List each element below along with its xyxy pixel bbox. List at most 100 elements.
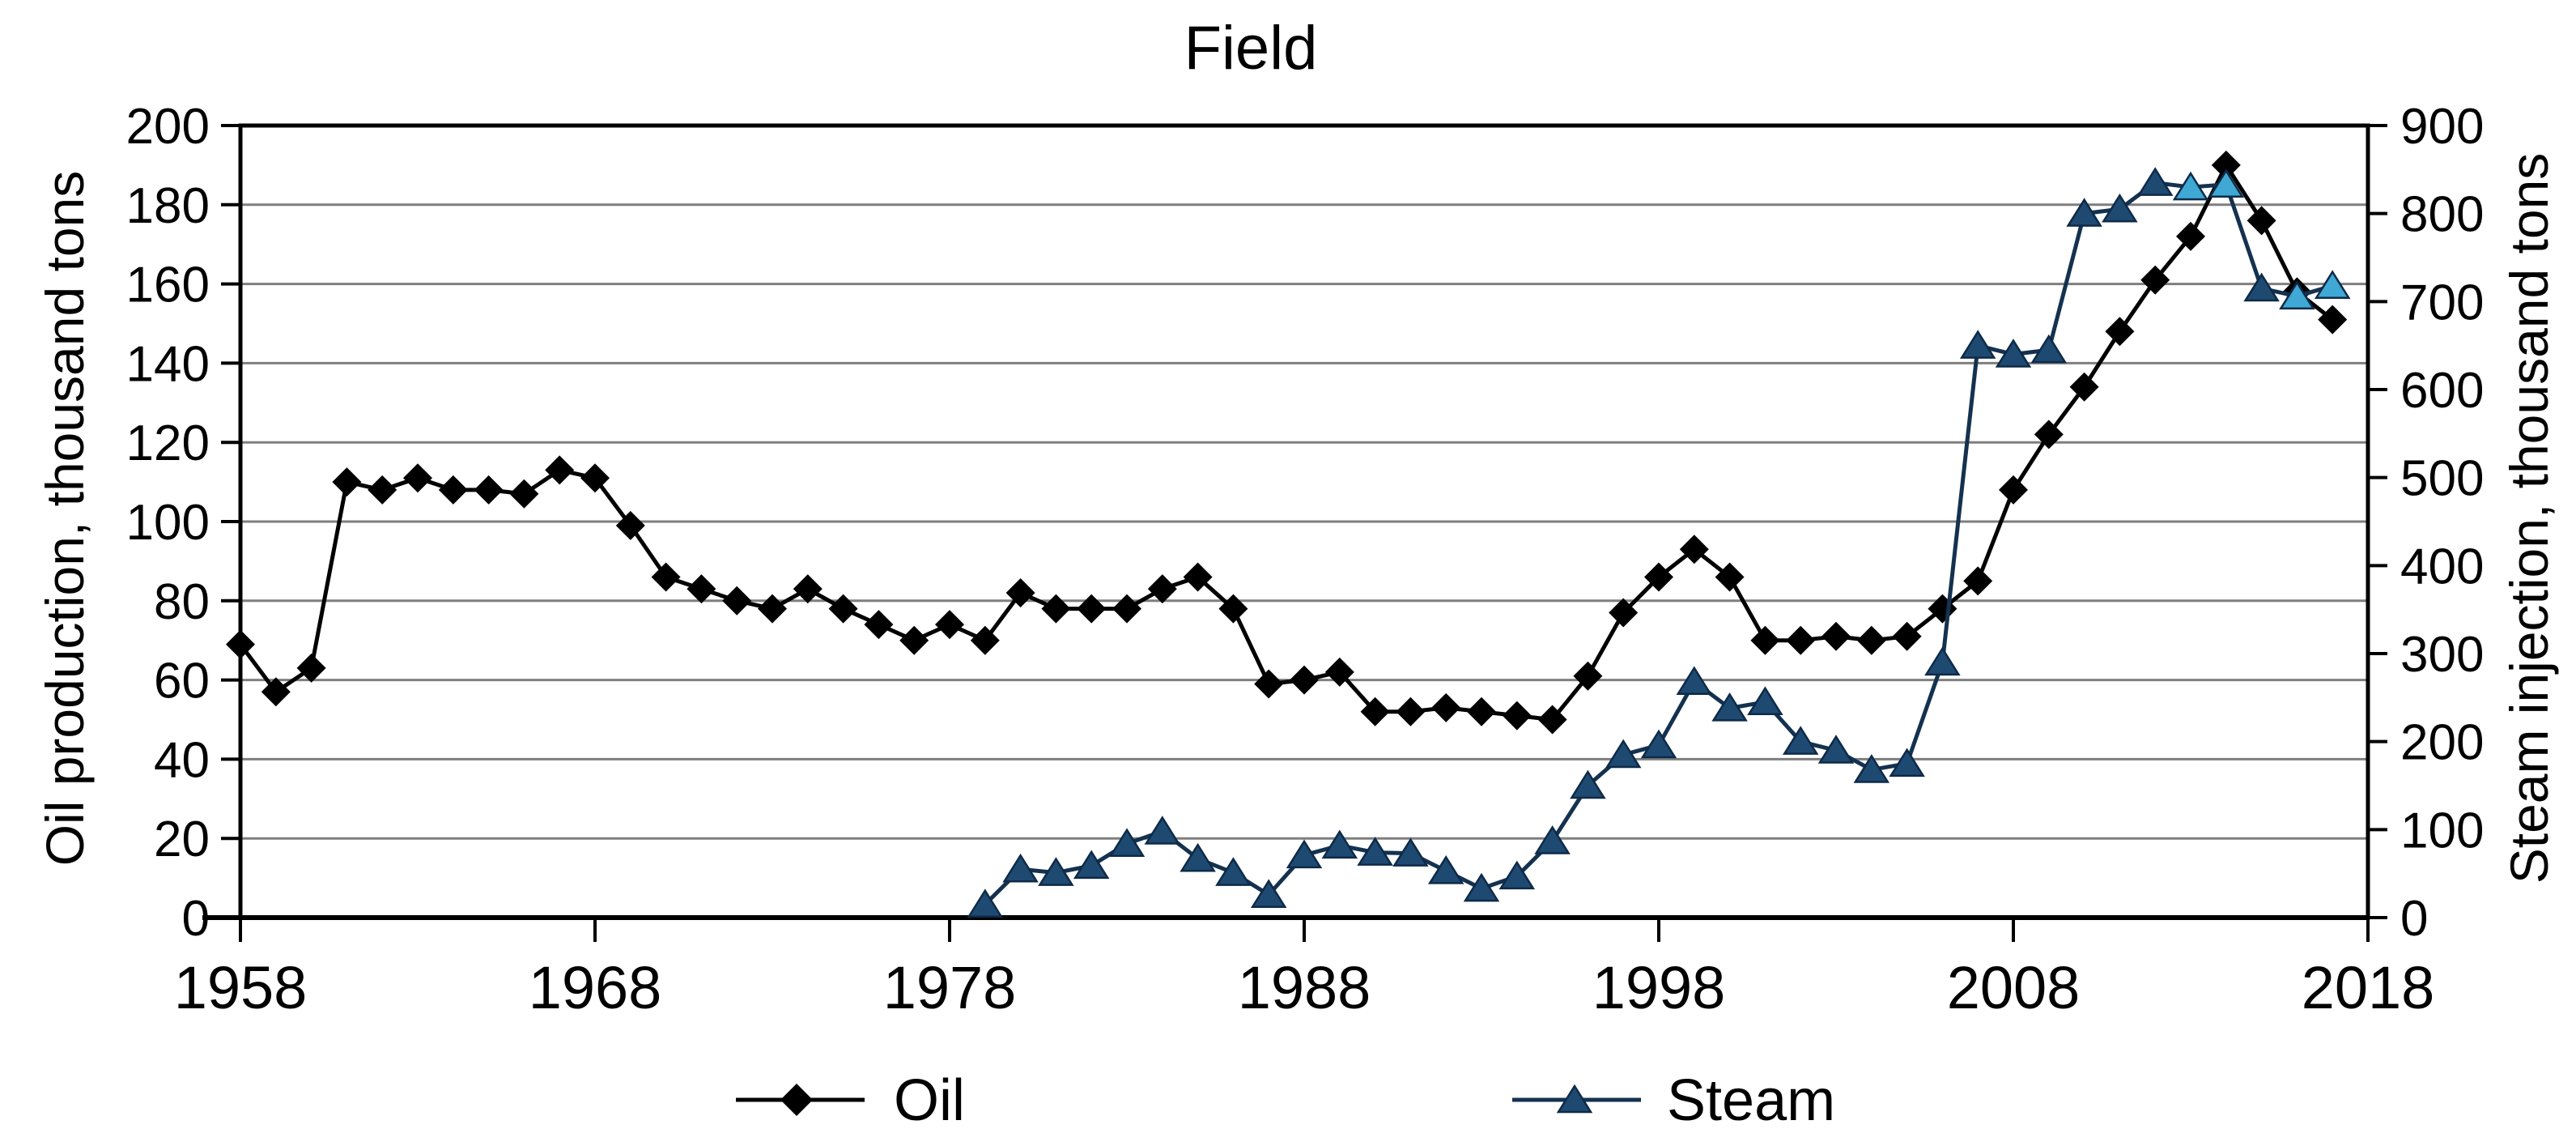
steam-marker bbox=[1463, 872, 1500, 902]
steam-marker bbox=[1676, 666, 1713, 696]
y-right-tick-label: 700 bbox=[2400, 275, 2484, 330]
y-left-tick-label: 180 bbox=[126, 178, 210, 234]
oil-marker bbox=[1077, 594, 1107, 624]
steam-marker bbox=[1711, 692, 1748, 722]
left-axis-title: Oil production, thousand tons bbox=[35, 170, 95, 867]
steam-marker bbox=[1002, 853, 1039, 883]
y-left-tick-label: 20 bbox=[154, 812, 210, 867]
steam-marker bbox=[2243, 272, 2280, 302]
oil-marker bbox=[1254, 669, 1284, 699]
y-left-tick-label: 120 bbox=[126, 415, 210, 471]
oil-marker bbox=[438, 475, 468, 505]
oil-marker bbox=[296, 653, 326, 683]
oil-marker bbox=[1396, 697, 1426, 726]
oil-marker bbox=[226, 629, 255, 659]
legend-item-steam: Steam bbox=[1512, 1068, 1835, 1133]
oil-marker bbox=[1147, 574, 1177, 604]
steam-marker bbox=[1073, 850, 1110, 880]
oil-marker bbox=[474, 475, 504, 505]
oil-marker bbox=[651, 562, 681, 592]
oil-marker bbox=[758, 594, 787, 624]
oil-marker bbox=[2211, 150, 2241, 180]
y-left-tick-label: 160 bbox=[126, 258, 210, 313]
y-left-tick-label: 60 bbox=[154, 654, 210, 709]
y-right-tick-label: 800 bbox=[2400, 187, 2484, 243]
x-tick-label: 1998 bbox=[1592, 954, 1726, 1021]
steam-marker bbox=[967, 888, 1004, 918]
x-tick-label: 2018 bbox=[2302, 954, 2435, 1021]
oil-marker bbox=[1786, 625, 1816, 655]
steam-marker bbox=[1498, 860, 1536, 890]
oil-marker bbox=[935, 610, 964, 640]
oil-marker bbox=[1679, 535, 1709, 564]
y-right-tick-label: 200 bbox=[2400, 715, 2484, 771]
legend-steam-label: Steam bbox=[1667, 1068, 1835, 1133]
oil-marker bbox=[1112, 594, 1141, 624]
oil-marker bbox=[864, 610, 894, 640]
oil-marker bbox=[1360, 697, 1390, 726]
steam-marker bbox=[2030, 334, 2068, 364]
y-left-tick-label: 80 bbox=[154, 574, 210, 630]
steam-marker bbox=[1108, 828, 1146, 857]
y-right-tick-label: 0 bbox=[2400, 891, 2428, 947]
oil-marker bbox=[687, 574, 716, 604]
oil-marker bbox=[1502, 701, 1532, 731]
steam-marker bbox=[2172, 171, 2209, 201]
oil-marker bbox=[1821, 621, 1851, 651]
oil-marker bbox=[332, 467, 362, 497]
x-tick-labels: 1958 1968 1978 1988 1998 2008 2018 bbox=[174, 954, 2435, 1021]
steam-marker bbox=[2102, 193, 2138, 223]
oil-marker bbox=[403, 463, 432, 493]
chart-title: Field bbox=[1184, 14, 1318, 83]
oil-marker bbox=[1218, 594, 1248, 624]
oil-marker bbox=[1005, 578, 1035, 608]
oil-marker bbox=[1892, 621, 1922, 651]
oil-marker bbox=[1715, 562, 1745, 592]
steam-marker bbox=[1038, 857, 1074, 886]
steam-marker bbox=[1889, 748, 1925, 777]
x-tick-label: 1978 bbox=[883, 954, 1017, 1021]
oil-marker bbox=[899, 625, 929, 655]
oil-marker bbox=[1041, 594, 1071, 624]
oil-marker bbox=[2034, 420, 2064, 449]
y-left-tick-labels: 0 20 40 60 80 100 120 140 160 180 200 bbox=[126, 99, 210, 947]
steam-marker bbox=[2314, 270, 2351, 300]
oil-marker bbox=[1290, 665, 1319, 695]
steam-marker bbox=[1640, 729, 1677, 759]
x-tick-label: 1988 bbox=[1238, 954, 1371, 1021]
steam-marker bbox=[1321, 829, 1358, 859]
legend-steam-marker bbox=[1556, 1084, 1593, 1114]
legend-oil-marker bbox=[780, 1084, 813, 1116]
oil-marker bbox=[2140, 265, 2170, 295]
oil-marker bbox=[2318, 305, 2348, 334]
steam-marker bbox=[2066, 198, 2102, 227]
y-left-tick-label: 0 bbox=[182, 891, 210, 947]
steam-marker bbox=[2136, 167, 2174, 196]
oil-marker bbox=[1750, 625, 1780, 655]
steam-marker bbox=[1782, 726, 1819, 755]
y-right-tick-label: 600 bbox=[2400, 363, 2484, 419]
steam-marker bbox=[1215, 857, 1252, 886]
steam-marker bbox=[1924, 646, 1961, 676]
steam-marker bbox=[1144, 816, 1181, 845]
steam-marker bbox=[1250, 879, 1287, 908]
steam-marker bbox=[1959, 330, 1996, 359]
oil-marker bbox=[1183, 562, 1213, 592]
oil-marker bbox=[1573, 661, 1603, 691]
steam-marker bbox=[1605, 739, 1642, 769]
y-right-tick-labels: 0 100 200 300 400 500 600 700 800 900 bbox=[2400, 99, 2484, 947]
steam-marker bbox=[1427, 855, 1464, 884]
oil-marker bbox=[1537, 705, 1567, 735]
oil-marker bbox=[2247, 206, 2276, 236]
y-right-tick-label: 500 bbox=[2400, 451, 2484, 507]
steam-marker bbox=[1747, 686, 1783, 716]
oil-marker bbox=[722, 586, 752, 616]
legend: Oil Steam bbox=[736, 1068, 1835, 1133]
y-right-tick-label: 400 bbox=[2400, 539, 2484, 594]
x-tick-label: 1958 bbox=[174, 954, 308, 1021]
oil-marker bbox=[970, 625, 1000, 655]
oil-marker bbox=[1431, 692, 1461, 722]
oil-marker bbox=[1644, 562, 1673, 592]
steam-series bbox=[967, 167, 2351, 918]
